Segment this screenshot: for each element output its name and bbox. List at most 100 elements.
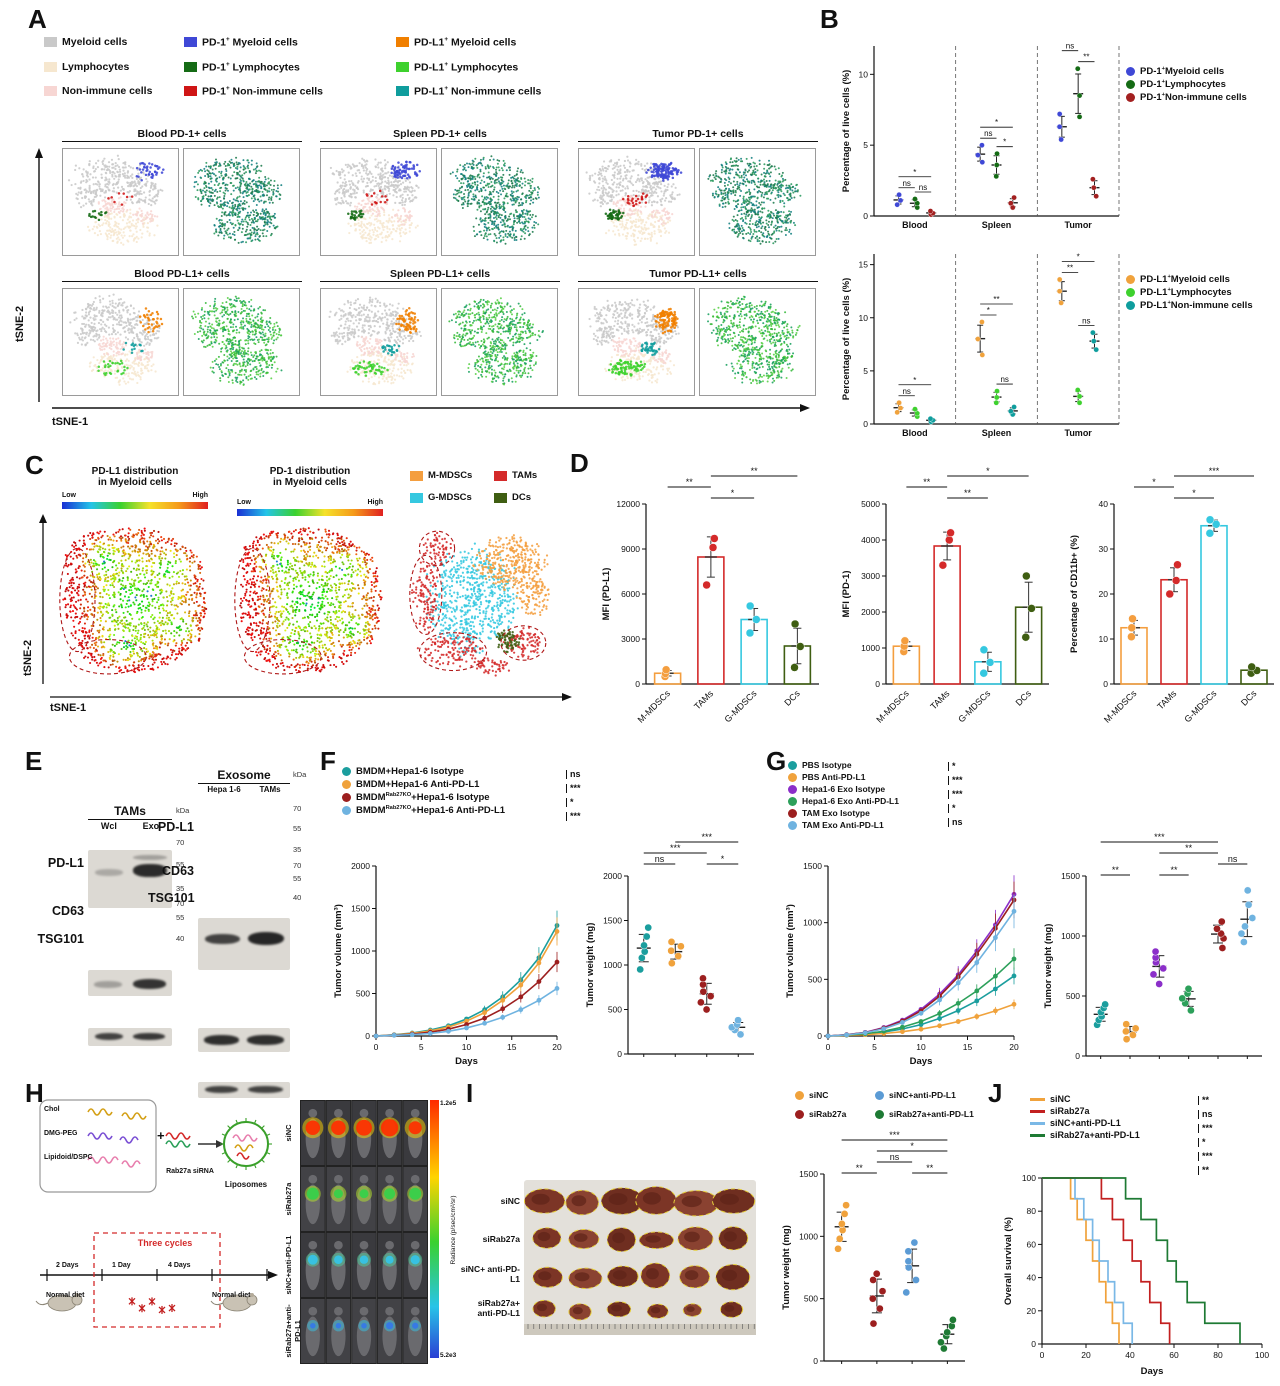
panel-j-sig-annotations: ** ns *** * *** ** [1198,1096,1213,1175]
kda-label: kDa [293,770,307,779]
sig-label: ** [1198,1166,1213,1175]
kda-mark: 70 [293,804,302,813]
kda-mark: 35 [293,845,302,854]
plot-title: Blood PD-L1+ cells [62,268,302,282]
legend-item: Myeloid cells [44,36,172,49]
legend-swatch-icon [44,61,57,72]
sig-label: *** [1198,1152,1213,1161]
tsne-tumor-pdl1-left [578,288,695,396]
legend-label: PBS Anti-PD-L1 [802,772,866,782]
legend-label: TAM Exo Isotype [802,808,870,818]
sig-label: * [566,798,581,807]
legend-swatch-icon [875,1090,884,1100]
legend-item: PD-L1+ Lymphocytes [396,60,614,74]
kda-mark: 40 [293,893,302,902]
protein-label: PD-L1 [157,820,194,834]
legend-label: Non-immune cells [62,85,153,98]
colorbar-high-label: High [367,499,383,506]
panel-a-legend: Myeloid cells PD-1+ Myeloid cells PD-L1+ M… [44,34,614,100]
legend-label: siNC [1050,1094,1071,1104]
colorbar-low-label: Low [237,499,251,506]
legend-item: Hepa1-6 Exo Isotype [788,784,899,794]
legend-swatch-icon [1030,1133,1045,1137]
legend-item: PD-L1+Non-immune cells [1126,300,1253,311]
diet-label: Normal diet [46,1292,85,1299]
sig-label: * [948,762,963,771]
protein-label: CD63 [52,904,84,918]
legend-swatch-icon [396,86,409,97]
sig-label: * [948,804,963,813]
legend-swatch-icon [1030,1097,1045,1101]
legend-swatch-icon [795,1090,804,1100]
tsne-blood-pdl1-left [62,288,179,396]
kda-mark: 70 [176,838,185,847]
blot-image-tsg101-tams [88,1028,172,1046]
legend-swatch-icon [342,793,351,803]
kda-mark: 40 [176,934,185,943]
legend-item: PBS Anti-PD-L1 [788,772,899,782]
legend-swatch-icon [44,86,57,97]
panel-b-label: B [820,4,839,34]
legend-label: siNC+anti-PD-L1 [1050,1118,1121,1128]
kda-mark: 55 [176,860,185,869]
legend-label: G-MDSCs [428,492,472,503]
legend-item: PD-L1+Myeloid cells [1126,274,1253,285]
legend-item: PD-1+Non-immune cells [1126,92,1247,103]
panel-b-top-legend: PD-1+Myeloid cells PD-1+Lymphocytes PD-1+N… [1126,64,1247,105]
legend-swatch-icon [1126,80,1135,90]
legend-label: PD-L1+ Lymphocytes [414,60,519,74]
radiance-label: Radiance (p/sec/cm²/sr) [450,1195,457,1265]
legend-swatch-icon [788,772,797,782]
legend-swatch-icon [396,37,409,48]
legend-item: BMDMRab27KO+Hepa1-6 Anti-PD-L1 [342,805,505,816]
scale-min-label: 5.2e3 [440,1352,457,1359]
heatmap-title: PD-L1 distribution [91,466,179,477]
diet-label: Normal diet [212,1292,251,1299]
legend-item: siRab27a [795,1109,875,1119]
legend-swatch-icon [410,492,423,503]
legend-swatch-icon [184,86,197,97]
sig-label: *** [1198,1124,1213,1133]
legend-item: siNC+anti-PD-L1 [875,1090,997,1100]
legend-item: siRab27a+anti-PD-L1 [875,1109,997,1119]
panel-c-label: C [25,450,44,480]
legend-label: Myeloid cells [62,36,128,49]
legend-item: PD-1+ Myeloid cells [184,36,384,49]
legend-label: TAMs [512,470,538,481]
tsne-heatmap-pd1 [234,527,383,675]
tsne2-axis-arrow [39,514,47,684]
timeline-segment-label: 2 Days [56,1262,79,1269]
tsne2-axis-arrow [35,148,43,402]
legend-swatch-icon [1030,1109,1045,1113]
kda-mark: 35 [176,884,185,893]
panel-c-legend: M-MDSCs TAMs G-MDSCs DCs [410,468,556,505]
sig-label: *** [948,776,963,785]
heatmap-title: in Myeloid cells [98,477,172,488]
legend-item: siRab27a [1030,1106,1140,1116]
legend-item: BMDM+Hepa1-6 Isotype [342,766,505,777]
legend-label: Hepa1-6 Exo Isotype [802,784,886,794]
tsne-heatmap-pdl1 [59,527,208,675]
photo-row-label: siNC+ anti-PD-L1 [460,1264,520,1284]
legend-label: Hepa1-6 Exo Anti-PD-L1 [802,796,899,806]
sig-label: ns [948,818,963,827]
tsne-blood-pd1-right [183,148,300,256]
legend-label: PD-1+ Myeloid cells [202,36,298,49]
legend-swatch-icon [788,784,797,794]
panel-g-legend: PBS Isotype PBS Anti-PD-L1 Hepa1-6 Exo Iso… [788,758,899,832]
sig-label: *** [566,812,581,821]
legend-item: PD-1+Lymphocytes [1126,79,1247,90]
legend-label: PD-L1+Non-immune cells [1140,300,1253,312]
legend-item: siRab27a+anti-PD-L1 [1030,1130,1140,1140]
experiment-timeline [35,1232,278,1328]
legend-item: Hepa1-6 Exo Anti-PD-L1 [788,796,899,806]
photo-row-label: siNC [500,1196,520,1206]
legend-label: PD-1+ Lymphocytes [202,60,300,74]
